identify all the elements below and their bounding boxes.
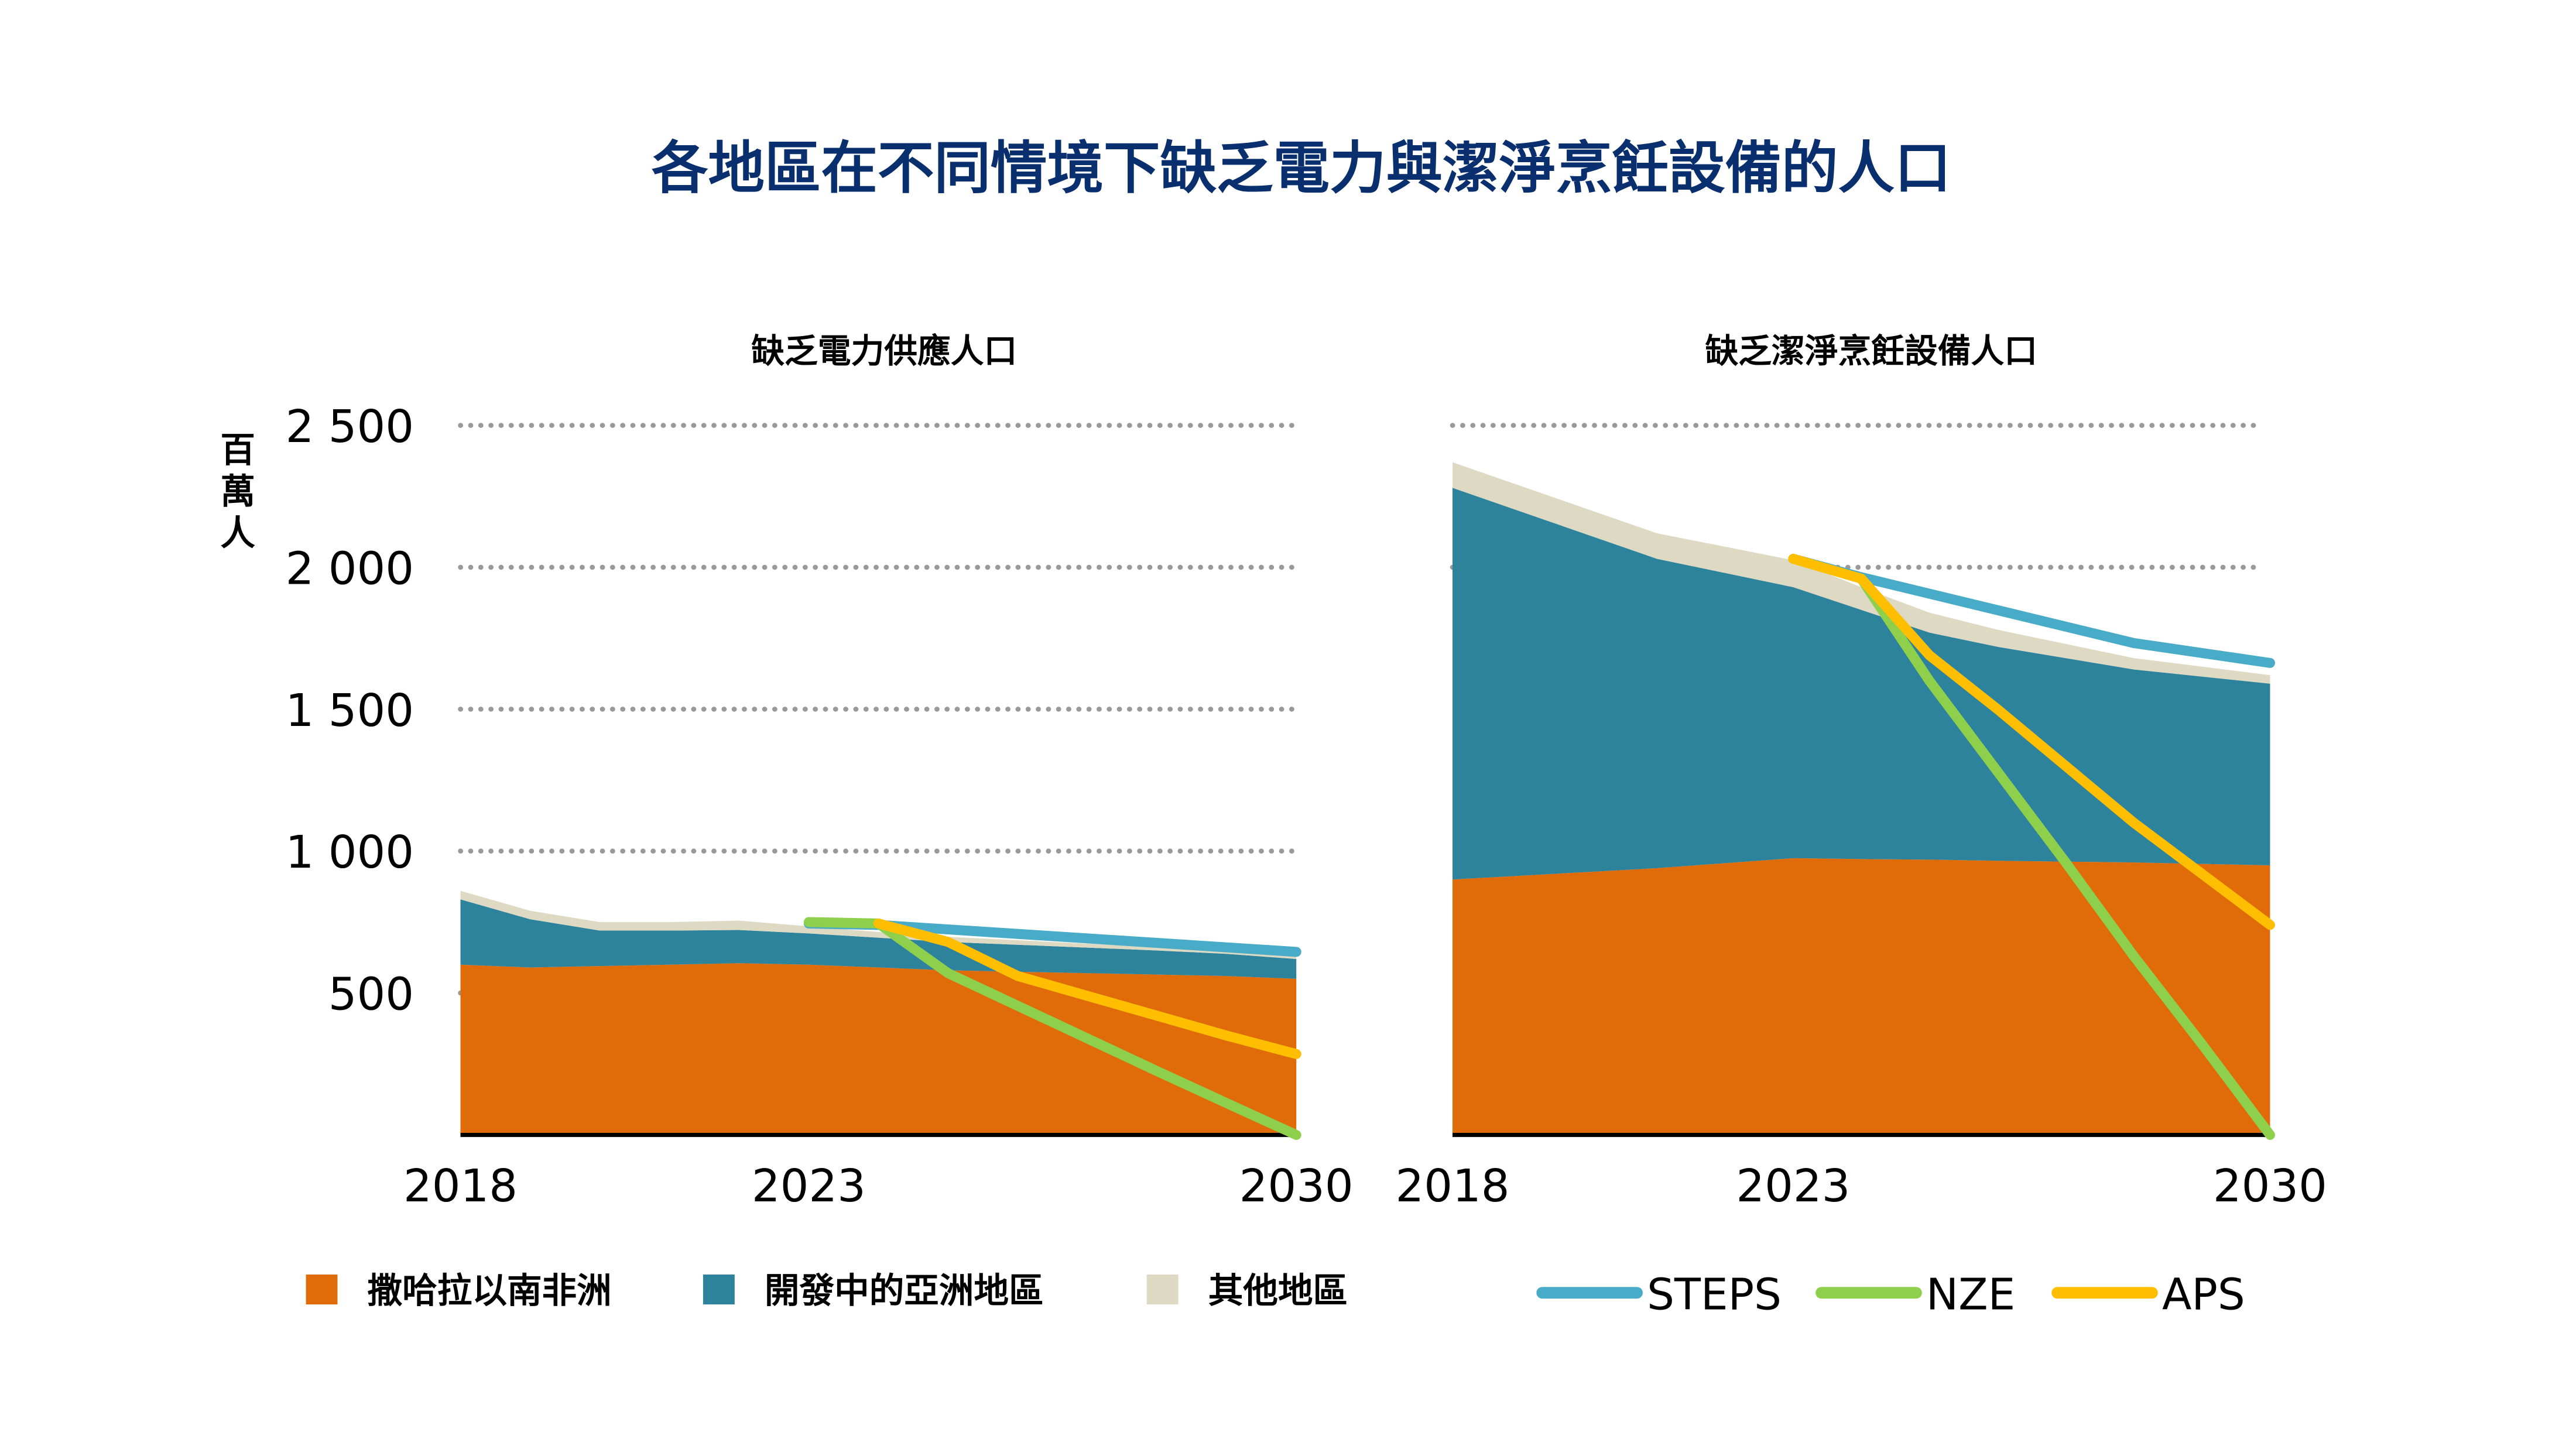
y-tick-label: 1 500 (286, 685, 414, 737)
area-asia (460, 899, 1297, 979)
legend: 撒哈拉以南非洲 開發中的亞洲地區 其他地區 STEPS NZE APS (306, 1270, 2245, 1320)
line-NZE (803, 917, 1301, 1140)
legend-swatch (306, 1274, 338, 1305)
y-tick-label: 2 500 (286, 401, 414, 453)
x-tick-label: 2018 (403, 1160, 518, 1212)
legend-label: NZE (1926, 1270, 2015, 1320)
chart-panel-2: 缺乏潔淨烹飪設備人口 2018 2023 2030 (1395, 332, 2327, 1212)
legend-label: 其他地區 (1208, 1271, 1348, 1311)
x-tick-label: 2018 (1395, 1160, 1509, 1212)
legend-item-STEPS: STEPS (1536, 1270, 1782, 1320)
line-APS (873, 918, 1301, 1059)
y-unit-char: 人 (220, 513, 255, 554)
y-tick-label: 2 000 (286, 543, 414, 595)
x-tick-label: 2023 (1736, 1160, 1850, 1212)
y-unit-char: 百 (220, 430, 255, 471)
y-unit-label: 百 萬 人 (220, 430, 255, 554)
y-tick-label: 1 000 (286, 827, 414, 879)
line-APS (1788, 553, 2275, 930)
x-tick-label: 2023 (752, 1160, 866, 1212)
legend-swatch (1146, 1274, 1179, 1305)
area-ssa (1452, 858, 2270, 1135)
legend-label: APS (2162, 1270, 2245, 1320)
legend-label: 撒哈拉以南非洲 (368, 1271, 612, 1311)
chart-title: 各地區在不同情境下缺乏電力與潔淨烹飪設備的人口 (652, 135, 1951, 201)
chart-panel-1: 缺乏電力供應人口 500 1 000 1 500 2 000 2 500 2018 2023 2… (286, 332, 1354, 1212)
legend-item-NZE: NZE (1815, 1270, 2015, 1320)
legend-label: 開發中的亞洲地區 (765, 1271, 1044, 1311)
legend-item-ssa: 撒哈拉以南非洲 (306, 1271, 612, 1311)
line-NZE (1856, 573, 2275, 1140)
panel-title: 缺乏潔淨烹飪設備人口 (1705, 332, 2037, 371)
area-asia (1452, 488, 2270, 880)
legend-label: STEPS (1647, 1270, 1782, 1320)
panel-title: 缺乏電力供應人口 (751, 332, 1017, 371)
y-tick-label: 500 (328, 969, 414, 1021)
legend-item-asia: 開發中的亞洲地區 (703, 1271, 1044, 1311)
legend-item-APS: APS (2051, 1270, 2245, 1320)
area-other (460, 890, 1297, 959)
area-ssa (460, 963, 1297, 1135)
x-tick-label: 2030 (2213, 1160, 2327, 1212)
x-tick-label: 2030 (1239, 1160, 1354, 1212)
y-unit-char: 萬 (220, 472, 255, 512)
legend-item-other: 其他地區 (1146, 1271, 1348, 1311)
legend-swatch (703, 1274, 735, 1305)
